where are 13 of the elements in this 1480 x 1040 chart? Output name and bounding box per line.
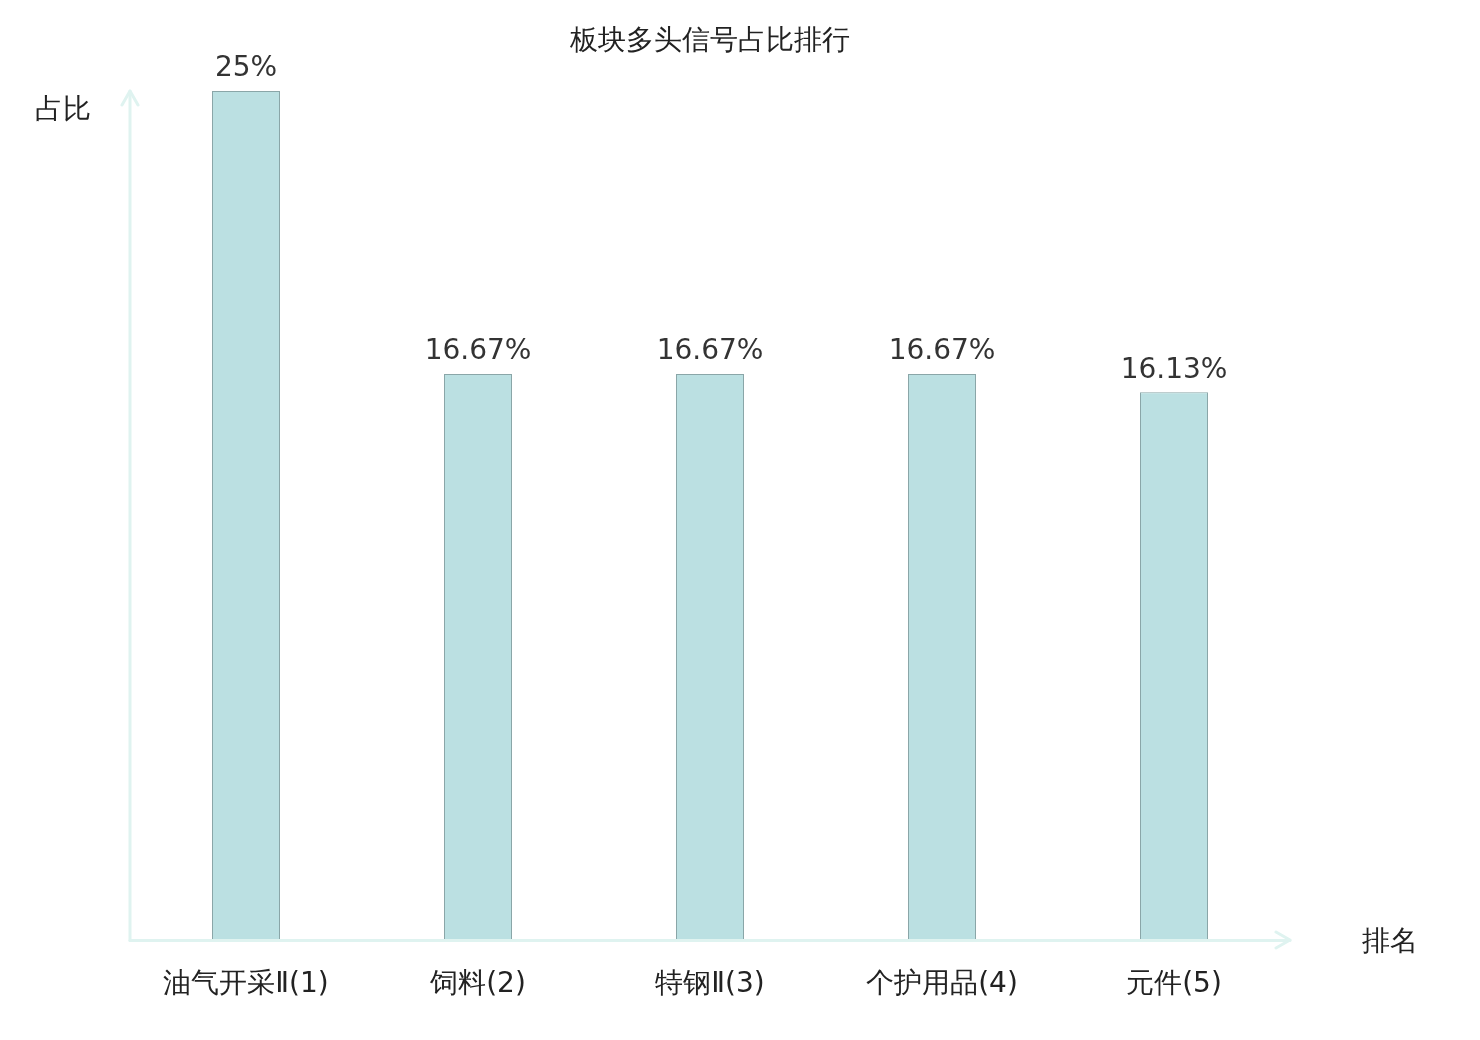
data-label: 16.67%: [888, 333, 996, 367]
x-tick-label: 元件(5): [1126, 966, 1222, 1000]
chart-title: 板块多头信号占比排行: [569, 23, 850, 57]
data-label: 16.67%: [424, 333, 532, 367]
x-tick-label: 特钢Ⅱ(3): [655, 966, 765, 1000]
x-axis-title: 排名: [1362, 923, 1418, 957]
x-tick-label: 饲料(2): [429, 966, 526, 1000]
x-tick-label: 油气开采Ⅱ(1): [163, 966, 329, 1000]
data-label: 16.67%: [656, 333, 764, 367]
data-label: 25%: [214, 50, 278, 84]
x-tick-label: 个护用品(4): [866, 966, 1018, 1000]
data-label: 16.13%: [1120, 351, 1228, 385]
y-axis-title: 占比: [35, 92, 91, 126]
